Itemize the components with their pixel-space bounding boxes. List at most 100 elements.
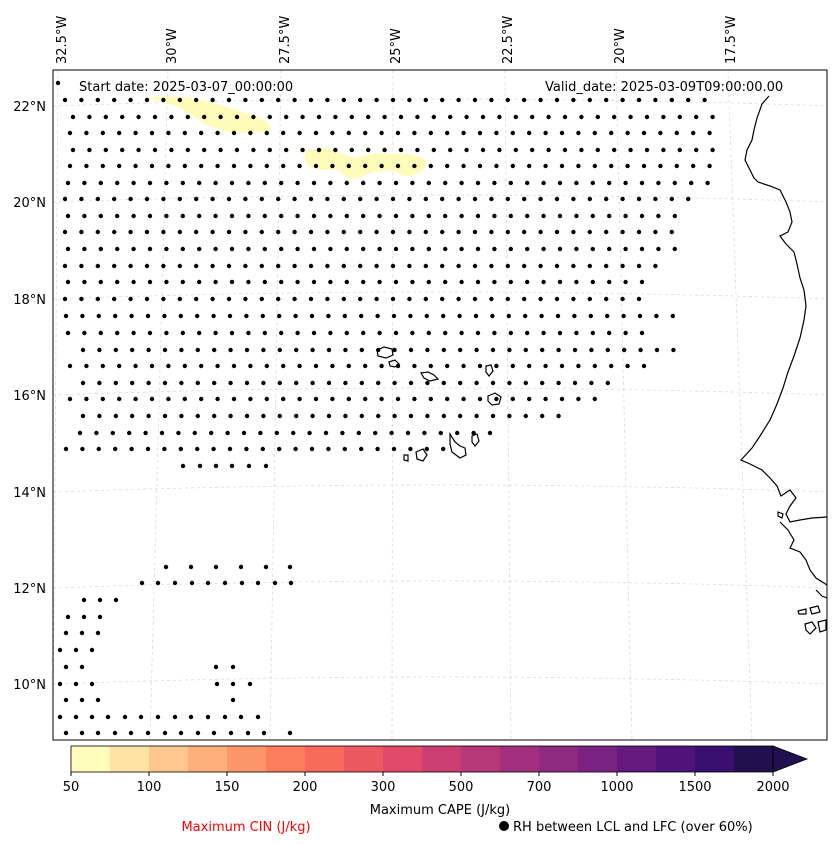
rh-dot [161,229,166,235]
rh-dot [459,213,464,219]
rh-dot [77,430,83,436]
rh-dot [464,114,469,120]
rh-dot [300,114,305,120]
rh-dot [361,246,366,252]
rh-dot [62,296,68,302]
rh-dot [145,313,151,319]
rh-dot [628,147,633,153]
rh-dot [62,97,68,103]
rh-dot [199,130,204,136]
rh-dot [79,263,84,269]
rh-dot [475,180,481,186]
rh-dot [341,196,346,202]
rh-dot [393,213,399,219]
rh-dot [308,229,314,235]
rh-dot [166,163,171,169]
rh-dot [410,279,415,285]
lon-label-32-5w: 32.5°W [55,16,70,64]
rh-dot [103,147,109,153]
colorbar-swatch [188,746,228,772]
rh-dot [96,313,102,319]
rh-dot [292,196,297,202]
rh-dot [276,196,281,202]
rh-dot [311,213,317,219]
rh-dot [639,246,645,252]
rh-dot [210,196,215,202]
rh-dot [84,130,89,136]
rh-dot [474,347,479,353]
rh-dot [98,279,104,285]
rh-dot [562,114,568,120]
rh-dot [474,380,479,386]
rh-dot [248,363,253,369]
rh-dot [636,196,642,202]
rh-dot [81,614,87,620]
meridian-32-5w [52,69,59,741]
rh-dot [605,313,610,319]
rh-dot [325,263,330,269]
rh-dot [546,147,551,153]
rh-dot [213,564,219,570]
rh-dot [259,263,264,269]
rh-dot [506,313,511,319]
parallel-14n [52,484,828,493]
lat-label-16n: 16°N [13,389,46,404]
rh-dot [480,114,486,120]
colorbar-tick-label: 700 [527,780,552,795]
rh-dot [428,363,433,369]
rh-dot [375,446,380,452]
rh-dot [525,246,530,252]
rh-dot [161,263,166,269]
rh-dot [82,213,87,219]
cape-colorbar: 50 100 150 200 300 500 700 1000 1500 2000 [63,745,809,795]
rh-dot [612,114,617,120]
rh-dot [359,313,364,319]
parallel-20n [52,194,828,203]
colorbar-swatch [227,746,267,772]
rh-dot [113,597,119,603]
rh-dot [448,147,453,153]
lat-label-12n: 12°N [13,582,46,597]
rh-dot [234,114,240,120]
rh-dot [522,229,527,235]
rh-dot [361,213,366,219]
rh-dot [115,279,120,285]
colorbar-swatch [110,746,150,772]
rh-dot [346,130,351,136]
rh-dot [653,229,658,235]
rh-dot [391,446,397,452]
rh-dot [556,413,561,419]
rh-dot [607,180,612,186]
rh-dot [620,196,625,202]
rh-dot [164,180,169,186]
latitude-labels: 22°N 20°N 18°N 16°N 14°N 12°N 10°N [13,100,46,693]
rh-dot [231,130,237,136]
rh-dot [489,196,494,202]
rh-dot [472,263,478,269]
bijagos-island-3 [804,621,817,635]
rh-dot [390,97,396,103]
rh-dot [65,246,71,252]
cape-patch-north [146,96,271,134]
lon-label-27-5w: 27.5°W [278,16,293,64]
rh-dot [263,463,269,469]
rh-dot [541,279,546,285]
rh-dot [472,97,478,103]
rh-dot [228,347,233,353]
rh-dot [328,330,333,336]
rh-dot [113,413,119,419]
rh-dot [359,413,364,419]
rh-dot [281,163,286,169]
rh-dot [623,279,628,285]
rh-dot [112,263,117,269]
rh-dot [79,196,84,202]
rh-dot [507,347,512,353]
rh-dot [166,130,171,136]
rh-dot [230,697,236,703]
rh-dot [323,430,329,436]
rh-dot [65,279,71,285]
cape-verde-sal [485,364,494,377]
rh-dot [543,363,548,369]
rh-dot [505,97,510,103]
meridian-22-5w [504,69,512,741]
